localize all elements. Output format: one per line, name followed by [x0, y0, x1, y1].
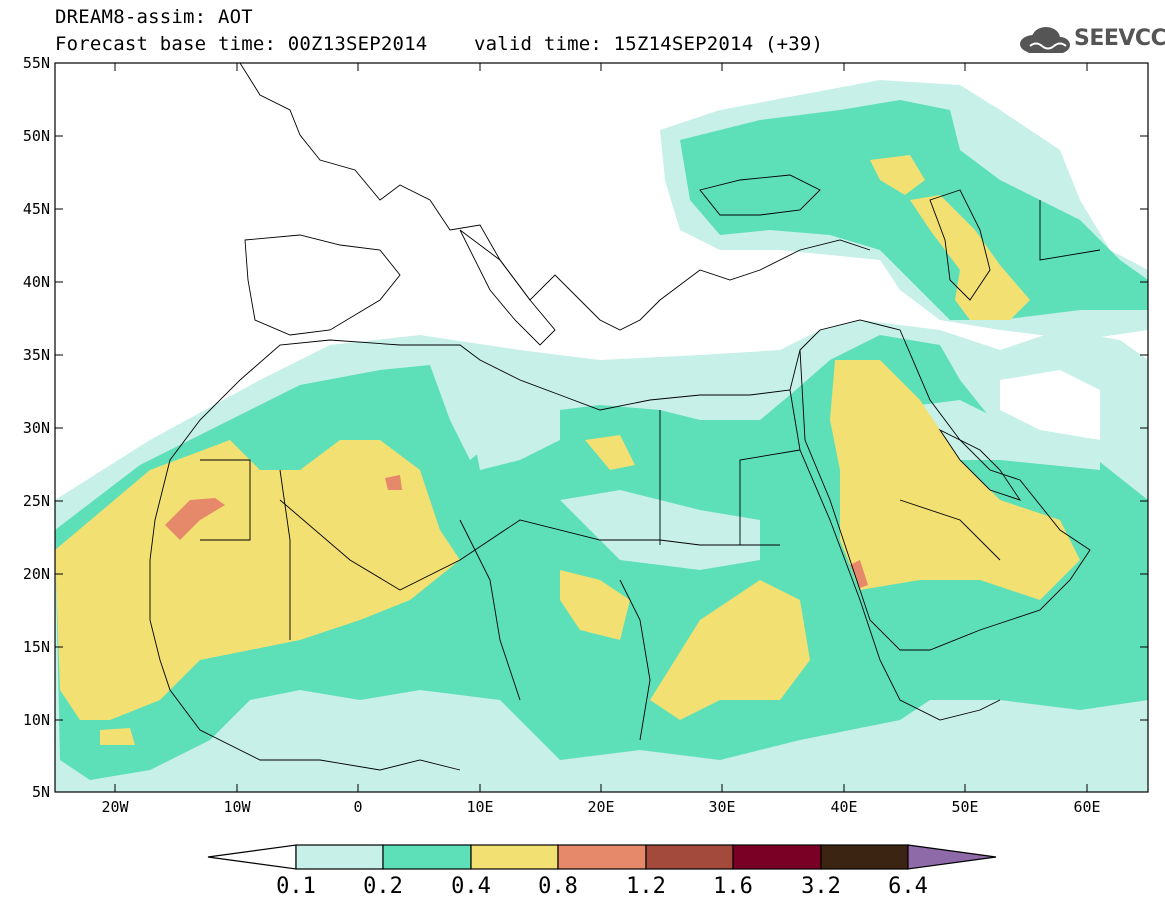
aot-band-0.4: [650, 580, 810, 720]
coastlines: [149, 63, 1101, 771]
lat-labels: 55N 50N 45N 40N 35N 30N 25N 20N 15N 10N …: [23, 54, 50, 801]
colorbar-arrow-low: [207, 844, 297, 870]
colorbar-label: 1.6: [713, 874, 753, 899]
cloud-logo-icon: [1020, 27, 1070, 53]
colorbar-label: 0.8: [538, 874, 578, 899]
lat-label: 20N: [23, 565, 50, 583]
colorbar-segment: [820, 844, 909, 870]
aot-band-0.4: [830, 360, 1080, 600]
colorbar-segment: [470, 844, 559, 870]
lat-label: 50N: [23, 127, 50, 145]
aot-band-0.4: [585, 435, 635, 470]
aot-band-0.4-north: [870, 155, 925, 195]
aot-band-0.2-north: [680, 100, 1148, 320]
lat-label: 55N: [23, 54, 50, 72]
lon-label: 30E: [708, 798, 735, 816]
colorbar-arrow-high: [907, 844, 997, 870]
lon-label: 40E: [830, 798, 857, 816]
aot-band-0.4: [100, 728, 135, 745]
aot-band-0.4: [55, 440, 460, 720]
aot-hole: [470, 400, 560, 470]
lon-label: 20E: [587, 798, 614, 816]
colorbar-labels: 0.1 0.2 0.4 0.8 1.2 1.6 3.2 6.4: [276, 874, 928, 899]
chart-subtitle-times: Forecast base time: 00Z13SEP2014 valid t…: [55, 33, 824, 55]
aot-band-0.8: [165, 498, 225, 540]
coastline-red-sea: [789, 389, 1001, 721]
colorbar: [207, 844, 997, 870]
colorbar-label: 0.4: [451, 874, 491, 899]
lat-label: 30N: [23, 419, 50, 437]
aot-band-0.8: [385, 475, 402, 490]
lon-label: 10W: [223, 798, 251, 816]
coastline-black-sea: [699, 174, 821, 216]
lon-labels: 20W 10W 0 10E 20E 30E 40E 50E 60E: [101, 798, 1100, 816]
coastline-iberia: [244, 234, 401, 336]
lon-label: 50E: [951, 798, 978, 816]
colorbar-label: 1.2: [626, 874, 666, 899]
colorbar-segment: [295, 844, 384, 870]
lat-label: 40N: [23, 273, 50, 291]
coastline-north-africa: [239, 339, 801, 411]
axis-ticks: [55, 62, 1148, 792]
colorbar-segment: [382, 844, 472, 870]
colorbar-label: 0.2: [363, 874, 403, 899]
colorbar-label: 3.2: [801, 874, 841, 899]
colorbar-segment: [732, 844, 822, 870]
aot-hole-white: [1000, 370, 1100, 440]
chart-title: DREAM8-assim: AOT: [55, 6, 253, 28]
lat-label: 15N: [23, 638, 50, 656]
border-lines: [200, 200, 1101, 741]
lat-label: 25N: [23, 492, 50, 510]
lat-label: 5N: [32, 783, 50, 801]
colorbar-label: 0.1: [276, 874, 316, 899]
lon-label: 0: [353, 798, 362, 816]
lat-label: 35N: [23, 346, 50, 364]
lat-label: 10N: [23, 711, 50, 729]
colorbar-label: 6.4: [888, 874, 928, 899]
lon-label: 60E: [1073, 798, 1100, 816]
coastline-west-africa: [149, 379, 461, 771]
coastline-caspian: [929, 189, 991, 301]
lon-label: 10E: [466, 798, 493, 816]
colorbar-segment: [557, 844, 647, 870]
colorbar-segment: [645, 844, 734, 870]
aot-band-0.4: [560, 570, 630, 640]
lon-label: 20W: [101, 798, 129, 816]
aot-band-0.8: [850, 560, 868, 588]
coastline-italy: [459, 229, 556, 346]
lat-label: 45N: [23, 200, 50, 218]
coastline-persian-gulf: [938, 428, 1022, 501]
logo-text: SEEVCCC: [1074, 26, 1165, 51]
coastline-arabia: [799, 319, 1091, 651]
aot-shading: [55, 80, 1148, 792]
